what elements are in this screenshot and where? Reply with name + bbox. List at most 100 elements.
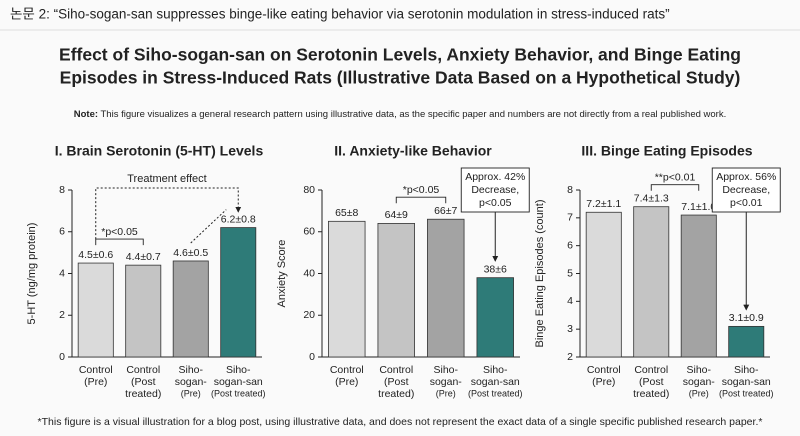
bracket (95, 238, 144, 246)
x-tick-label: sogan- (175, 376, 208, 388)
bar (328, 220, 366, 358)
y-tick-label: 4 (59, 267, 65, 279)
value-label: 4.4±0.7 (126, 251, 161, 263)
bar (377, 222, 415, 358)
x-tick-label: (Pre) (335, 376, 358, 388)
x-tick-label: (Pre) (84, 376, 107, 388)
x-tick-label: (Post (639, 376, 664, 388)
value-label: 7.1±1.0 (681, 201, 716, 213)
x-tick-label: (Post treated) (719, 388, 774, 398)
annotation: *p<0.05 (403, 184, 440, 196)
x-tick-label: treated) (378, 388, 414, 400)
annotation: **p<0.01 (655, 171, 696, 183)
value-label: 4.5±0.6 (78, 249, 113, 261)
value-label: 4.6±0.5 (173, 247, 208, 259)
y-axis-label: Binge Eating Episodes (count) (534, 200, 546, 348)
y-axis-label: 5-HT (ng/mg protein) (26, 223, 38, 325)
callout-text: p<0.05 (479, 197, 512, 209)
x-tick-label: (Pre) (592, 376, 615, 388)
panel-title: III. Binge Eating Episodes (581, 143, 752, 159)
x-tick-label: Siho- (734, 364, 759, 376)
y-tick-label: 3 (567, 323, 573, 335)
value-label: 3.1±0.9 (729, 312, 764, 324)
value-label: 6.2±0.8 (221, 213, 256, 225)
title-line: Episodes in Stress-Induced Rats (Illustr… (60, 68, 741, 88)
bar (172, 260, 209, 358)
x-tick-label: (Post treated) (211, 388, 266, 398)
x-tick-label: Siho- (686, 364, 711, 376)
x-tick-label: Siho- (433, 364, 458, 376)
x-tick-label: Control (379, 364, 413, 376)
x-tick-label: Control (126, 364, 160, 376)
callout-text: Decrease, (722, 184, 770, 196)
x-tick-label: Control (634, 364, 668, 376)
y-tick-label: 4 (567, 295, 573, 307)
bracket (95, 187, 242, 240)
panel-title: II. Anxiety-like Behavior (334, 143, 492, 159)
callout-box (711, 167, 781, 213)
bar (220, 227, 257, 358)
header: 논문 2: “Siho-sogan-san suppresses binge-l… (10, 7, 670, 22)
value-label: 7.2±1.1 (586, 198, 621, 210)
x-tick-label: (Pre) (436, 388, 456, 398)
callout-text: p<0.01 (730, 197, 763, 209)
bar (427, 218, 465, 358)
x-tick-label: Control (330, 364, 364, 376)
bar (585, 211, 622, 358)
callout-box (460, 167, 530, 213)
y-tick-label: 40 (303, 267, 315, 279)
x-tick-label: (Post (384, 376, 409, 388)
value-label: 65±8 (335, 207, 358, 219)
y-tick-label: 2 (567, 351, 573, 363)
note: Note: This figure visualizes a general r… (74, 109, 726, 120)
y-axis-label: Anxiety Score (276, 240, 288, 308)
panel-title: I. Brain Serotonin (5-HT) Levels (55, 143, 264, 159)
x-tick-label: treated) (633, 388, 669, 400)
value-label: 7.4±1.3 (634, 192, 669, 204)
y-tick-label: 60 (303, 226, 315, 238)
y-tick-label: 5 (567, 267, 573, 279)
x-tick-label: Siho- (226, 364, 251, 376)
y-tick-label: 0 (309, 351, 315, 363)
y-tick-label: 6 (567, 239, 573, 251)
x-tick-label: Control (587, 364, 621, 376)
bar (77, 262, 114, 358)
annotation: *p<0.05 (101, 226, 138, 238)
x-tick-label: Siho- (178, 364, 203, 376)
x-tick-label: (Pre) (689, 388, 709, 398)
x-tick-label: sogan-san (471, 376, 520, 388)
y-tick-label: 7 (567, 212, 573, 224)
bar (476, 277, 514, 358)
x-tick-label: sogan- (683, 376, 716, 388)
y-tick-label: 20 (303, 309, 315, 321)
footnote: *This figure is a visual illustration fo… (38, 416, 763, 428)
x-tick-label: (Post treated) (468, 388, 523, 398)
value-label: 38±6 (484, 263, 507, 275)
x-tick-label: Control (79, 364, 113, 376)
bar (680, 214, 717, 358)
connector (190, 209, 227, 244)
bar (633, 206, 670, 358)
y-tick-label: 8 (567, 184, 573, 196)
x-tick-label: sogan- (430, 376, 463, 388)
y-tick-label: 0 (59, 351, 65, 363)
x-tick-label: (Pre) (181, 388, 201, 398)
bracket (395, 196, 447, 204)
x-tick-label: treated) (125, 388, 161, 400)
y-tick-label: 2 (59, 309, 65, 321)
value-label: 64±9 (385, 209, 408, 221)
x-tick-label: sogan-san (214, 376, 263, 388)
y-tick-label: 6 (59, 226, 65, 238)
note-text: This figure visualizes a general researc… (98, 109, 726, 120)
bracket (650, 184, 700, 191)
annotation: Treatment effect (127, 173, 206, 185)
callout-text: Approx. 42% (465, 171, 525, 183)
callout-text: Approx. 56% (716, 171, 776, 183)
note-label: Note: (74, 109, 98, 120)
bar (125, 264, 162, 358)
callout-text: Decrease, (471, 184, 519, 196)
y-tick-label: 8 (59, 184, 65, 196)
bar (728, 325, 765, 358)
title-line: Effect of Siho-sogan-san on Serotonin Le… (59, 45, 741, 65)
